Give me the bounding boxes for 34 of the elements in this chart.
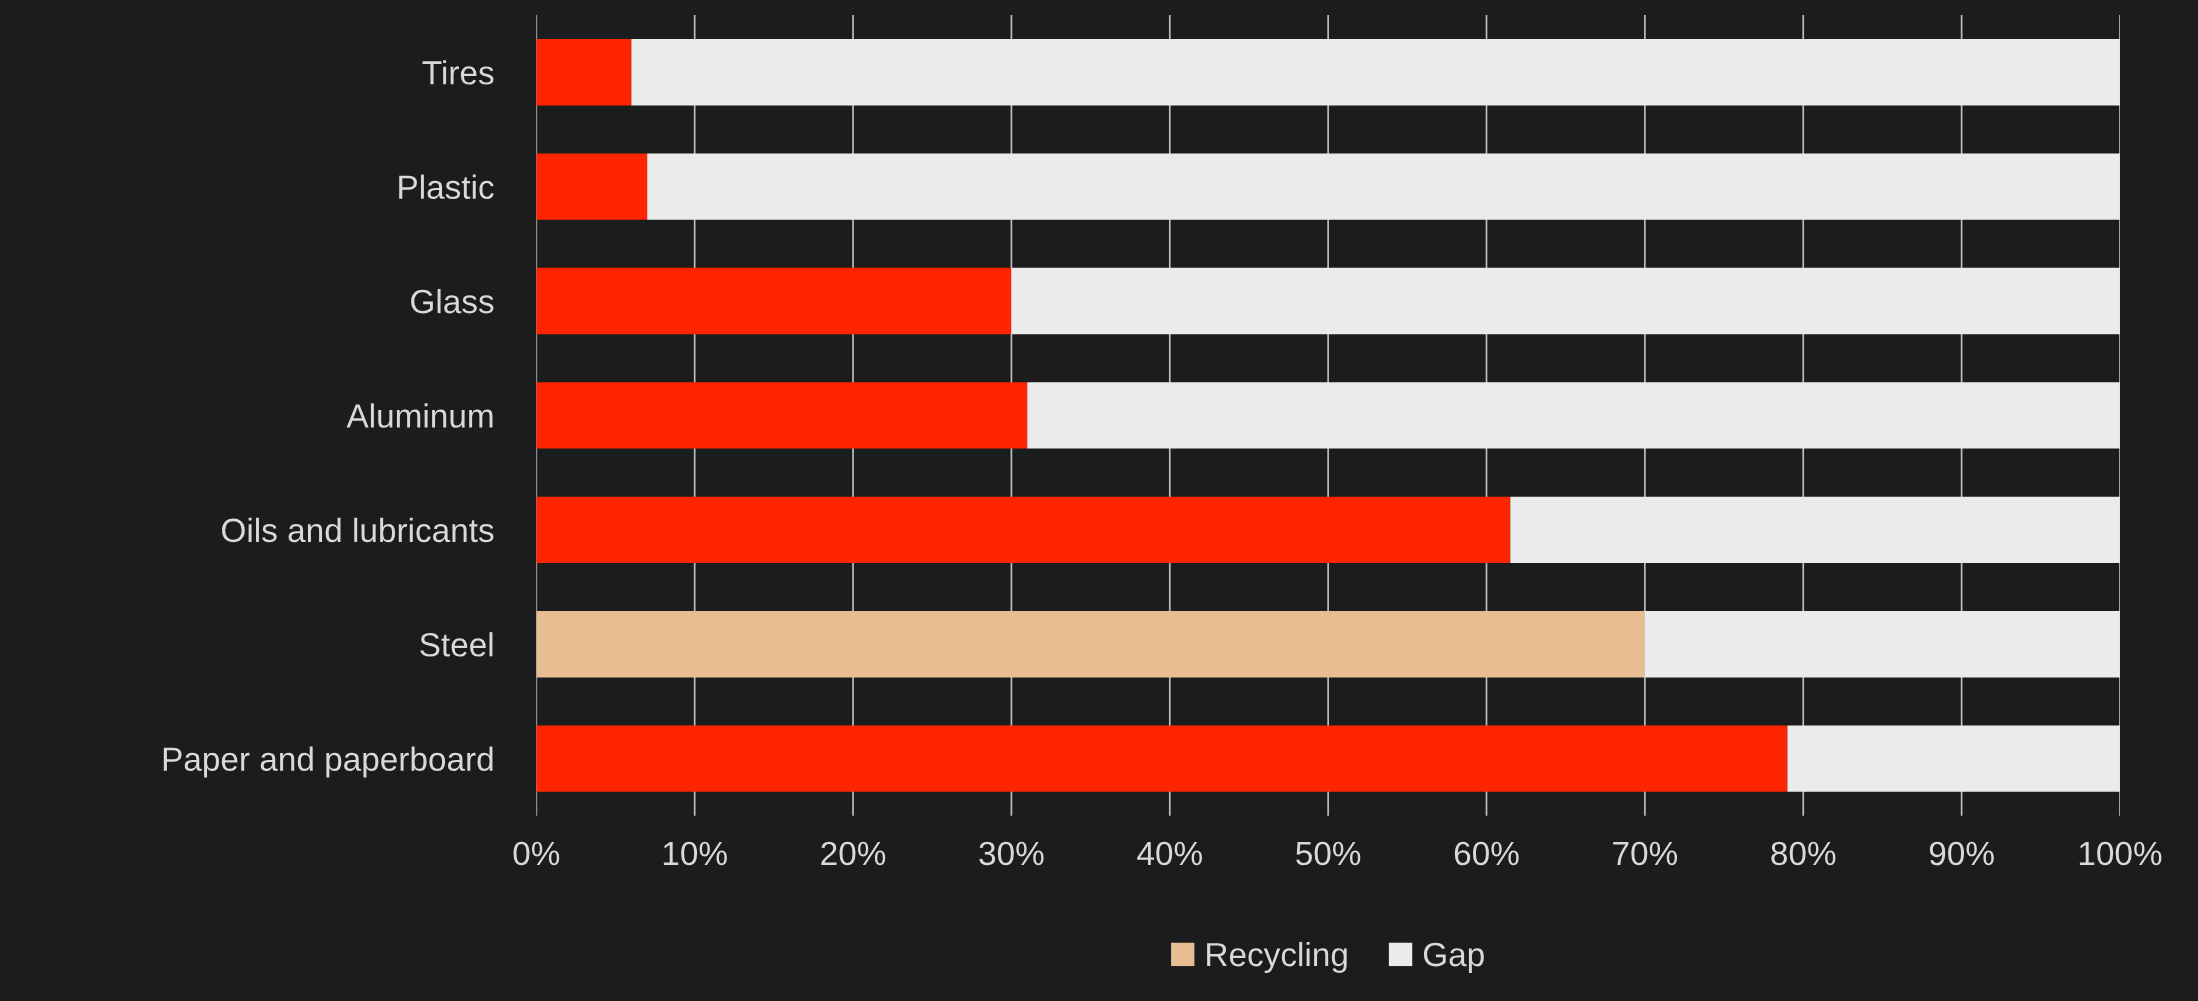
bar	[1644, 611, 2120, 678]
y-tick-label: Tires	[422, 60, 494, 85]
bar	[1510, 496, 2120, 563]
bar	[536, 382, 1028, 449]
y-tick-label: Plastic	[399, 174, 494, 200]
y-tick-label: Steel	[420, 632, 493, 657]
bar	[1011, 267, 2120, 335]
x-tick-label: 20%	[821, 841, 886, 866]
legend-label: Recycling	[1207, 941, 1347, 973]
y-tick-label: Aluminum	[346, 403, 493, 428]
x-tick-label: 100%	[2079, 841, 2162, 866]
bar	[536, 39, 632, 106]
y-tick-label: Paper and paperboard	[163, 746, 493, 778]
x-tick-label: 0%	[513, 841, 560, 866]
bar	[536, 153, 648, 220]
x-tick-label: 10%	[663, 841, 727, 866]
bar	[536, 496, 1511, 563]
bar	[1787, 725, 2120, 792]
bar	[1027, 382, 2120, 449]
x-tick-label: 60%	[1454, 841, 1519, 866]
x-tick-label: 30%	[979, 841, 1044, 866]
x-tick-label: 70%	[1613, 841, 1678, 866]
bar	[536, 611, 1645, 678]
bar	[647, 153, 2120, 220]
x-tick-label: 40%	[1137, 841, 1202, 866]
bar	[536, 267, 1012, 335]
y-tick-label: Oils and lubricants	[222, 517, 494, 543]
x-tick-label: 50%	[1296, 841, 1361, 866]
x-tick-label: 90%	[1929, 841, 1994, 866]
bar	[536, 725, 1788, 792]
legend-label: Gap	[1423, 942, 1484, 973]
y-tick-label: Glass	[411, 288, 494, 314]
x-tick-label: 80%	[1771, 841, 1836, 866]
bar	[631, 39, 2120, 106]
